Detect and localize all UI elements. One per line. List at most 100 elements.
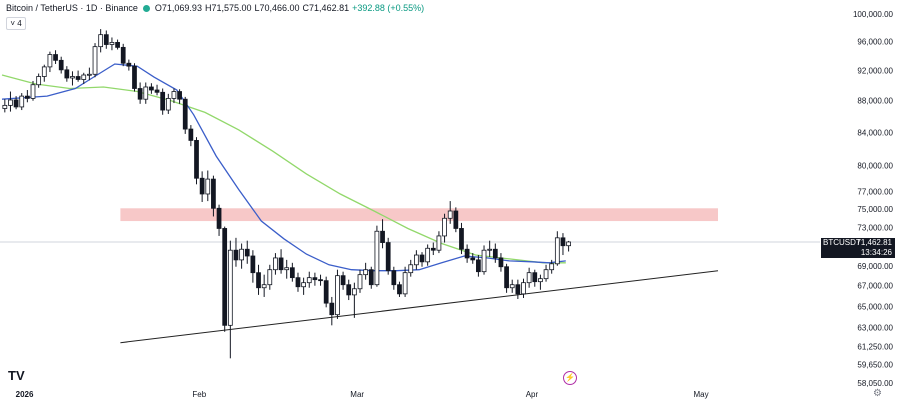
candle-body	[487, 248, 493, 251]
candle-body	[120, 46, 126, 64]
candle-body	[430, 247, 436, 251]
ohlc-high: H71,575.00	[204, 3, 252, 13]
candle-body	[295, 277, 301, 288]
candle	[459, 222, 464, 255]
candle	[92, 43, 98, 78]
candle	[205, 170, 211, 202]
candle	[554, 231, 560, 266]
candle	[312, 272, 318, 286]
candle-body	[453, 210, 459, 229]
candle	[98, 29, 104, 53]
candle	[453, 207, 459, 233]
candle	[250, 250, 256, 283]
symbol-title[interactable]: Bitcoin / TetherUS · 1D · Binance	[6, 3, 138, 13]
candle	[19, 93, 25, 111]
candle-body	[70, 76, 75, 79]
candle-body	[182, 98, 188, 130]
ohlc-change: +392.88 (+0.55%)	[352, 3, 425, 13]
candle-body	[256, 272, 261, 289]
candle	[143, 82, 149, 104]
candle-body	[532, 272, 538, 283]
candle	[340, 271, 346, 290]
candle-body	[351, 288, 357, 296]
candle	[425, 244, 431, 266]
y-axis[interactable]: 100,000.00 96,000.00 92,000.00 88,000.00 84,…	[853, 10, 894, 388]
candle	[81, 72, 87, 84]
x-axis[interactable]: 2026 Feb Mar Apr May	[16, 390, 709, 399]
candle-body	[549, 263, 555, 271]
candle	[515, 279, 521, 300]
candle-body	[391, 270, 397, 286]
y-tick-label: 59,650.00	[857, 361, 893, 370]
candle	[351, 282, 357, 318]
candle-body	[419, 254, 425, 263]
candle-body	[380, 230, 385, 243]
candle-body	[216, 207, 222, 229]
candle-body	[13, 99, 19, 108]
candle	[436, 231, 442, 254]
candle	[492, 243, 498, 263]
tradingview-logo-icon[interactable]: TV	[8, 368, 25, 383]
ma-fast-line	[1, 63, 566, 272]
candle-body	[171, 91, 177, 99]
candle-body	[126, 62, 132, 67]
candle-body	[543, 269, 549, 280]
candle-body	[261, 284, 267, 289]
trendline-layer	[120, 270, 719, 344]
candle-body	[188, 128, 194, 141]
y-tick-label: 92,000.00	[857, 67, 893, 76]
candle	[36, 73, 42, 88]
candle	[261, 274, 267, 297]
candle	[430, 242, 436, 256]
candle-body	[538, 278, 543, 283]
candle-body	[374, 230, 380, 286]
candle	[318, 274, 323, 286]
candle-body	[8, 99, 13, 106]
bar-countdown: 13:34:26	[860, 248, 892, 257]
candle	[481, 245, 487, 275]
candle	[476, 255, 481, 277]
candle-body	[492, 248, 498, 259]
candle	[521, 278, 526, 298]
price-tag-value: 71,462.81	[856, 238, 892, 247]
indicators-toggle-button[interactable]: ˅ 4	[6, 17, 26, 30]
candle	[75, 70, 81, 82]
candle-body	[199, 177, 205, 195]
candle	[227, 240, 233, 359]
lightning-icon[interactable]: ⚡	[563, 371, 577, 385]
candle	[132, 63, 137, 92]
y-tick-label: 61,250.00	[857, 343, 893, 352]
candle	[329, 296, 335, 326]
candle-body	[222, 228, 228, 326]
candle	[154, 84, 160, 96]
candle-body	[160, 91, 166, 111]
candle-body	[363, 269, 369, 276]
candle	[498, 253, 504, 272]
candle	[295, 272, 301, 292]
candle	[2, 99, 8, 113]
ma-slow-line	[1, 74, 566, 264]
candle	[560, 233, 566, 256]
y-tick-label: 100,000.00	[853, 10, 894, 19]
candle	[538, 274, 543, 290]
candle-body	[560, 237, 566, 247]
candle	[256, 264, 261, 295]
candle	[368, 266, 374, 289]
candle	[222, 226, 228, 332]
candle	[58, 56, 64, 74]
candle	[289, 262, 295, 282]
candle	[284, 259, 290, 279]
candle	[526, 267, 532, 288]
candle-body	[436, 235, 442, 251]
candle	[115, 39, 120, 50]
y-tick-label: 88,000.00	[857, 97, 893, 106]
candle-body	[273, 257, 278, 271]
candle	[532, 269, 538, 287]
gear-icon[interactable]: ⚙	[873, 388, 882, 399]
candle-body	[36, 76, 42, 86]
candle	[47, 51, 53, 73]
y-tick-label: 69,000.00	[857, 262, 893, 271]
candle	[543, 264, 549, 282]
candle	[64, 66, 70, 82]
